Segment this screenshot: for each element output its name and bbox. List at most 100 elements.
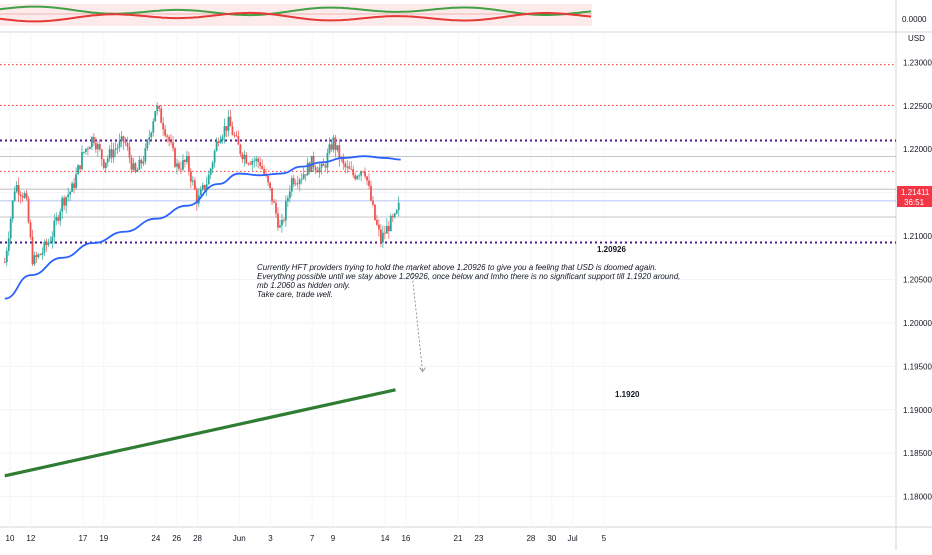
candle-body (223, 126, 226, 137)
candle-body (338, 145, 341, 160)
candle-body (364, 172, 366, 177)
candle-body (172, 142, 174, 149)
candle-body (182, 159, 184, 170)
candle-body (187, 155, 190, 172)
candle-body (33, 255, 36, 265)
candle-body (152, 121, 155, 133)
candle-body (368, 180, 370, 186)
candle-body (67, 194, 70, 198)
candle-body (96, 144, 99, 150)
candle-body (346, 166, 349, 168)
time-tick-label: 9 (331, 534, 336, 543)
candle-body (102, 159, 105, 169)
candle-body (55, 217, 58, 221)
candle-body (251, 160, 254, 165)
candle-body (77, 165, 79, 175)
candle-body (322, 163, 325, 166)
candle-body (27, 198, 30, 223)
candle-body (350, 168, 353, 170)
candle-body (356, 176, 359, 180)
candle-body (219, 140, 222, 143)
candle-body (180, 168, 182, 170)
oscillator-red-line (0, 11, 592, 23)
time-tick-label: 26 (172, 534, 181, 543)
time-tick-label: 24 (151, 534, 160, 543)
candle-body (29, 222, 32, 237)
candle-body (389, 215, 392, 232)
candle-body (318, 167, 321, 173)
candle-body (87, 148, 89, 150)
candle-body (23, 193, 26, 198)
candle-body (385, 225, 388, 234)
candle-body (342, 157, 345, 164)
candle-body (176, 163, 178, 167)
current-price-badge: 1.21411 36:51 (897, 186, 932, 207)
candle-body (376, 220, 378, 225)
candle-body (203, 185, 206, 190)
candle-body (283, 220, 285, 221)
candle-body (229, 116, 232, 127)
time-tick-label: 28 (526, 534, 535, 543)
candle-body (189, 171, 192, 182)
note-line-1: Currently HFT providers trying to hold t… (257, 263, 657, 272)
candle-body (142, 161, 145, 164)
badge-price: 1.21411 (901, 188, 930, 197)
candle-body (41, 252, 44, 256)
candle-body (98, 144, 101, 150)
candle-body (320, 163, 323, 168)
candle-body (362, 171, 364, 173)
candle-body (201, 185, 204, 190)
candle-body (63, 197, 66, 206)
candle-body (211, 162, 214, 169)
candle-body (209, 168, 212, 176)
price-tick-label: 1.20000 (903, 319, 932, 328)
candle-body (277, 213, 279, 228)
candle-body (273, 201, 275, 203)
candle-body (37, 254, 40, 258)
candle-body (73, 183, 75, 188)
candle-body (374, 204, 376, 221)
note-line-4: Take care, trade well. (257, 290, 333, 299)
candle-body (53, 220, 56, 238)
time-tick-label: 23 (474, 534, 483, 543)
candle-body (380, 229, 382, 243)
time-tick-label: 14 (381, 534, 390, 543)
candle-body (162, 122, 165, 130)
oscillator-green-line (0, 5, 592, 17)
candle-body (71, 183, 73, 192)
candle-body (184, 159, 186, 162)
candle-body (370, 185, 372, 201)
candle-body (110, 149, 113, 158)
candle-body (233, 134, 236, 136)
candle-body (267, 176, 269, 183)
price-tick-label: 1.20500 (903, 276, 932, 285)
price-tick-label: 1.18000 (903, 493, 932, 502)
candle-body (85, 148, 87, 152)
candle-body (3, 262, 6, 263)
candle-body (11, 200, 14, 219)
candle-body (59, 211, 62, 221)
candle-body (170, 141, 172, 143)
candle-body (286, 198, 289, 202)
candle-body (134, 163, 137, 172)
candle-body (61, 197, 64, 212)
candle-body (5, 250, 8, 263)
candle-body (316, 170, 319, 173)
candle-body (106, 158, 109, 163)
candle-body (144, 148, 147, 162)
note-line-2: Everything possible until we stay above … (257, 272, 680, 281)
candle-body (15, 184, 18, 192)
candle-body (160, 108, 163, 123)
candle-body (168, 136, 170, 142)
candle-body (387, 225, 390, 232)
candle-body (259, 162, 262, 166)
level-label-2: 1.1920 (615, 390, 640, 399)
candle-body (221, 136, 224, 141)
candle-body (255, 158, 258, 161)
candle-body (193, 180, 196, 190)
candle-body (19, 194, 22, 197)
time-axis-ticks: 10 12 17 19 24 26 28 Jun 3 7 9 14 16 21 23 28 30 Jul 5 (6, 534, 607, 543)
candle-body (90, 136, 93, 147)
